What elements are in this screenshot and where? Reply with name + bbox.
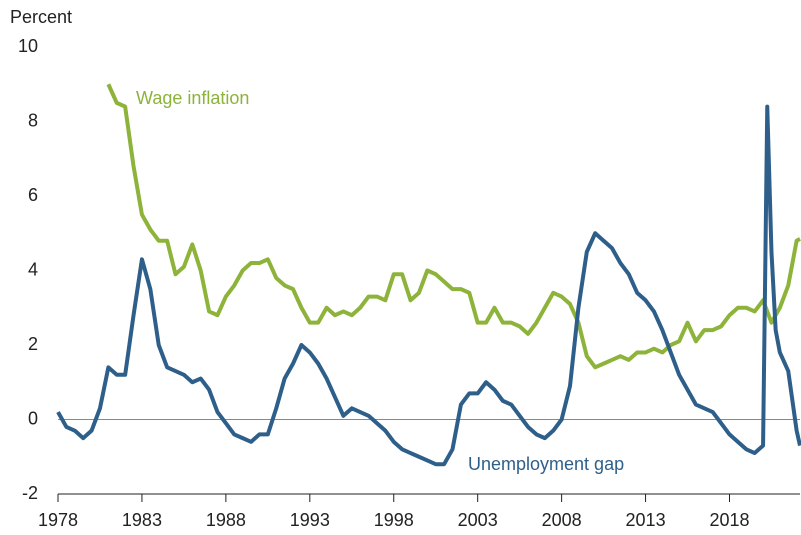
series-label: Wage inflation [136,88,249,108]
y-tick-label: 0 [28,408,38,428]
x-tick-label: 1983 [122,510,162,530]
series-line [56,104,801,467]
y-tick-label: -2 [22,483,38,503]
series-label: Unemployment gap [468,454,624,474]
y-axis-label: Percent [10,7,72,27]
y-tick-label: 6 [28,185,38,205]
x-tick-label: 1993 [290,510,330,530]
x-tick-label: 1988 [206,510,246,530]
x-tick-label: 2003 [458,510,498,530]
x-tick-label: 2013 [626,510,666,530]
y-tick-label: 10 [18,36,38,56]
x-tick-label: 1978 [38,510,78,530]
x-tick-label: 2008 [542,510,582,530]
y-tick-label: 4 [28,259,38,279]
y-tick-label: 2 [28,334,38,354]
series-line [106,83,801,370]
x-tick-label: 2018 [709,510,749,530]
x-tick-label: 1998 [374,510,414,530]
y-tick-label: 8 [28,110,38,130]
